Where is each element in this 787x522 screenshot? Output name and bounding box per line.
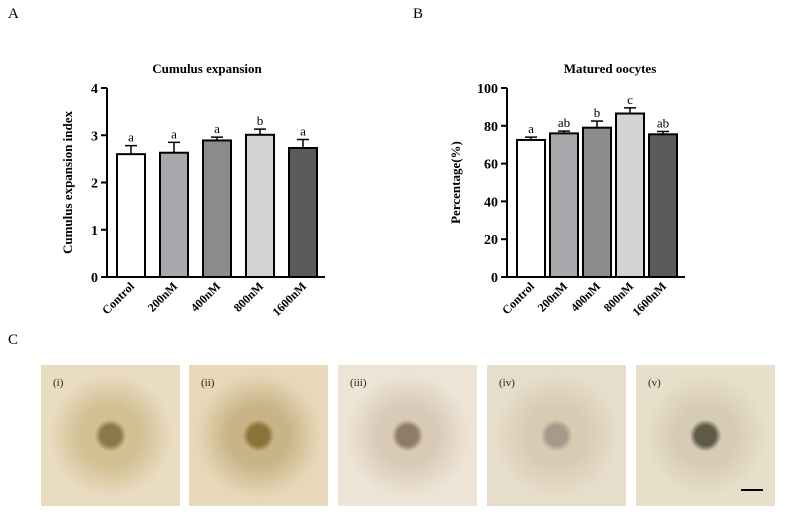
photo-label: (ii) [201, 377, 215, 389]
scale-bar [741, 489, 763, 491]
chart-a-significance-label: b [257, 113, 264, 128]
chart-b-title: Matured oocytes [564, 61, 657, 76]
chart-b-significance-label: b [594, 105, 601, 120]
chart-b-bar [615, 112, 645, 278]
chart-b-bar [582, 126, 612, 278]
chart-b-ytick-label: 40 [484, 195, 498, 210]
chart-a-ytick-label: 1 [91, 224, 98, 239]
chart-b-ytick-label: 100 [477, 82, 498, 97]
chart-a-ytick-label: 0 [91, 271, 98, 286]
chart-a-ylabel: Cumulus expansion index [60, 110, 75, 254]
chart-a-significance-label: a [214, 121, 220, 136]
oocyte-photo: (iii) [338, 365, 477, 506]
chart-a-significance-label: a [171, 126, 177, 141]
chart-a-ytick-label: 3 [91, 129, 98, 144]
panel-label-a: A [8, 6, 19, 22]
chart-a-bar [202, 139, 232, 278]
cumulus-expansion-chart: Cumulus expansion Cumulus expansion index… [60, 61, 325, 319]
chart-b-significance-label: ab [657, 115, 669, 130]
panel-label-c: C [8, 332, 19, 348]
photo-label: (i) [53, 377, 64, 389]
oocyte-photo: (i) [41, 365, 180, 506]
chart-a-significance-label: a [128, 130, 134, 145]
chart-a-title: Cumulus expansion [152, 61, 262, 76]
chart-b-ytick-label: 0 [491, 271, 498, 286]
chart-b-ylabel: Percentage(%) [448, 141, 463, 224]
oocyte-photo: (ii) [189, 365, 328, 506]
photo-label: (iv) [499, 377, 515, 389]
chart-b-bar [516, 138, 546, 278]
oocyte-photo: (iv) [487, 365, 626, 506]
matured-oocytes-chart: Matured oocytes Percentage(%) 0 20 40 60 80 100… [448, 61, 685, 319]
chart-a-bar [159, 151, 189, 278]
chart-b-ytick-label: 20 [484, 233, 498, 248]
chart-a-bar [116, 153, 146, 278]
panel-label-b: B [413, 6, 424, 22]
chart-a-significance-label: a [300, 124, 306, 139]
chart-b-significance-label: a [528, 121, 534, 136]
photo-label: (v) [648, 377, 661, 389]
chart-b-ytick-label: 80 [484, 120, 498, 135]
chart-a-ytick-label: 4 [91, 82, 98, 97]
chart-a-ytick-label: 2 [91, 177, 98, 192]
chart-b-significance-label: c [627, 92, 633, 107]
chart-b-ytick-label: 60 [484, 158, 498, 173]
chart-b-bar [648, 133, 678, 278]
oocyte-photo: (v) [636, 365, 775, 506]
photo-label: (iii) [350, 377, 367, 389]
chart-b-significance-label: ab [558, 115, 570, 130]
